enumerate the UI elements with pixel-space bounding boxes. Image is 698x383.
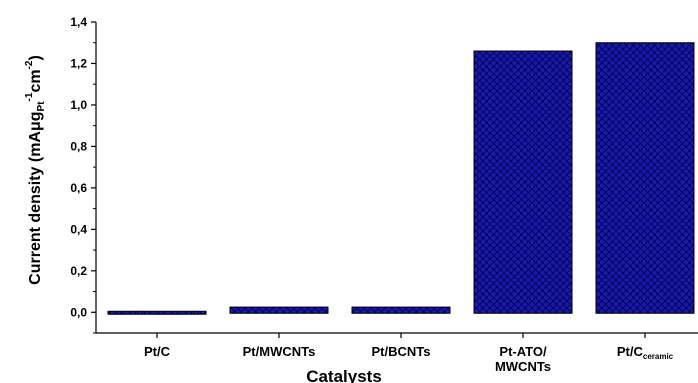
x-tick-label: Pt-ATO/ [499, 344, 547, 359]
y-tick-label: 0,2 [70, 264, 87, 278]
x-tick-label: Pt/C [144, 344, 171, 359]
y-tick-label: 1,2 [70, 56, 87, 70]
y-ticks-group: 0,0 0,2 0,4 0,6 0,8 1,0 1,2 1,4 [70, 15, 96, 333]
x-ticks-group [157, 333, 645, 338]
y-tick-label: 0,6 [70, 181, 87, 195]
y-axis-title-end: ) [27, 55, 44, 60]
y-axis-title-sub: Pt [36, 101, 47, 112]
y-tick-label: 1,4 [70, 15, 87, 29]
y-axis-title: Current density (mAμgPt-1cm-2) [24, 55, 47, 285]
x-tick-label: Pt/BCNTs [372, 344, 431, 359]
bar [352, 307, 450, 313]
bar [108, 311, 206, 314]
y-tick-label: 0,0 [70, 305, 87, 319]
x-axis-title: Catalysts [306, 367, 382, 383]
y-axis-title-main: Current density (mAμg [27, 111, 44, 284]
bar [596, 43, 694, 314]
y-tick-label: 1,0 [70, 98, 87, 112]
y-axis-title-mid: cm [27, 69, 44, 92]
bar [230, 307, 328, 313]
x-tick-label: Pt/MWCNTs [243, 344, 316, 359]
x-tick-label: Pt/Cceramic [617, 344, 674, 361]
y-tick-label: 0,4 [70, 222, 87, 236]
x-labels-group: Pt/C Pt/MWCNTs Pt/BCNTs Pt-ATO/MWCNTs Pt/Cce… [144, 344, 674, 374]
x-tick-label: MWCNTs [495, 359, 551, 374]
y-tick-label: 0,8 [70, 139, 87, 153]
bar [474, 51, 572, 313]
bars-group [108, 43, 694, 315]
